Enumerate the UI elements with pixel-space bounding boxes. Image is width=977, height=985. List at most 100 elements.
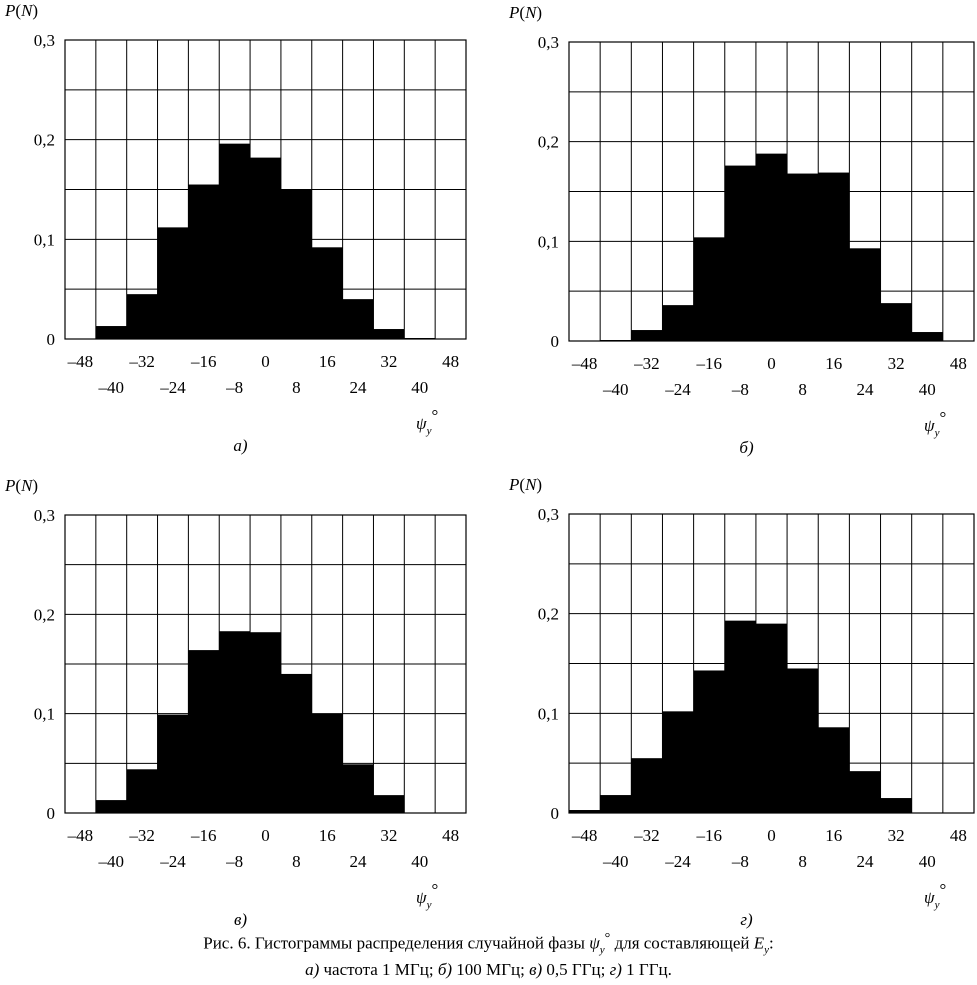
histogram-bar <box>126 294 158 339</box>
x-axis-label: ψy° <box>924 880 946 911</box>
y-tick-label: 0,2 <box>34 131 55 150</box>
plot-frame <box>568 513 975 814</box>
caption-text-c: 0,5 ГГц; <box>542 960 610 979</box>
y-tick-label: 0,2 <box>538 605 559 624</box>
x-tick-label: –16 <box>190 826 217 845</box>
x-tick-label: 0 <box>767 826 776 845</box>
x-tick-label: 0 <box>261 352 270 371</box>
histogram-bar <box>250 157 281 339</box>
x-tick-label: 40 <box>411 378 428 397</box>
figure-caption-line-1: Рис. 6. Гистограммы распределения случай… <box>0 930 977 956</box>
caption-label-d: г) <box>609 960 622 979</box>
histogram-bar <box>373 795 405 813</box>
x-axis-label-psi: ψ <box>416 414 427 433</box>
x-axis-label: ψy° <box>416 880 438 911</box>
x-axis-label-degree: ° <box>431 406 438 425</box>
histogram-bar <box>693 670 725 813</box>
plot-frame <box>64 514 467 814</box>
plot-frame <box>568 41 975 342</box>
x-tick-label: –40 <box>602 380 629 399</box>
y-tick-label: 0,3 <box>34 31 55 50</box>
x-axis-label-sub: y <box>426 899 432 911</box>
x-tick-label: –48 <box>67 352 94 371</box>
y-axis-label-p: P <box>508 3 519 22</box>
x-axis-label: ψy° <box>416 406 438 437</box>
chart-panel-2: 0 0,1 0,2 0,3 P(N) –48 –32 –16 0 16 32 48 –40 –24 –8 8 2… <box>508 3 975 457</box>
caption-degree: ° <box>604 930 611 946</box>
histogram-bar <box>373 329 405 339</box>
x-tick-label: 48 <box>950 826 967 845</box>
histogram-bar <box>280 673 312 813</box>
y-tick-label: 0 <box>551 804 560 823</box>
y-tick-label: 0,2 <box>538 133 559 152</box>
y-axis-label-n: N <box>20 1 34 20</box>
caption-e-symbol: E <box>753 933 765 953</box>
x-tick-label: 48 <box>950 354 967 373</box>
histogram-bar <box>188 650 220 813</box>
figure-caption-line-2: а) частота 1 МГц; б) 100 МГц; в) 0,5 ГГц… <box>0 960 977 980</box>
histogram-bar <box>724 620 756 813</box>
x-tick-label: –24 <box>159 378 186 397</box>
x-axis-label-sub: y <box>934 427 940 439</box>
histogram-bar <box>818 172 850 341</box>
y-axis-label-paren-close: ) <box>536 3 542 22</box>
x-tick-label: 24 <box>856 380 874 399</box>
histogram-bar <box>95 800 127 813</box>
histogram-bar <box>880 798 912 813</box>
x-tick-label: –16 <box>695 354 722 373</box>
histogram-bar <box>911 332 943 341</box>
caption-prefix: Рис. 6. Гистограммы распределения случай… <box>203 933 590 953</box>
caption-label-b: б) <box>437 960 453 979</box>
caption-e-subscript: y <box>764 944 770 957</box>
panel-label: а) <box>233 436 248 455</box>
x-axis-label-sub: y <box>934 899 940 911</box>
x-tick-label: 0 <box>767 354 776 373</box>
histogram-bar <box>631 758 663 813</box>
x-tick-label: 8 <box>798 380 807 399</box>
y-axis-label: P(N) <box>4 1 38 20</box>
x-tick-label: –8 <box>225 378 243 397</box>
x-tick-label: 32 <box>888 354 905 373</box>
x-axis-label-degree: ° <box>939 880 946 899</box>
plot-frame <box>64 39 467 340</box>
chart-panel-3: 0 0,1 0,2 0,3 P(N) –48 –32 –16 0 16 32 48 –40 –24 –8 8 2… <box>4 476 467 929</box>
y-tick-label: 0,1 <box>34 230 55 249</box>
panel-label: г) <box>740 910 753 929</box>
histogram-bar <box>188 184 220 339</box>
x-tick-label: 24 <box>856 852 874 871</box>
y-axis-label: P(N) <box>508 3 542 22</box>
y-axis-label-paren-open: ( <box>519 475 525 494</box>
histogram-bar <box>724 165 756 341</box>
y-axis-label: P(N) <box>508 475 542 494</box>
x-tick-label: –40 <box>98 378 125 397</box>
histogram-bar <box>311 713 343 813</box>
x-tick-label: 8 <box>292 378 301 397</box>
x-tick-label: 40 <box>919 380 936 399</box>
caption-middle: для составляющей <box>610 933 754 953</box>
y-axis-label-p: P <box>4 476 15 495</box>
caption-label-c: в) <box>529 960 543 979</box>
x-tick-label: –32 <box>633 826 660 845</box>
x-tick-label: 32 <box>380 826 397 845</box>
histogram-bar <box>849 248 881 341</box>
histogram-bar <box>818 727 850 813</box>
x-tick-label: 16 <box>825 354 842 373</box>
x-tick-label: 40 <box>411 852 428 871</box>
panel-label: в) <box>234 910 247 929</box>
histogram-bar <box>662 711 694 813</box>
y-axis-label-p: P <box>508 475 519 494</box>
chart-panel-4: 0 0,1 0,2 0,3 P(N) –48 –32 –16 0 16 32 48 –40 –24 –8 8 2… <box>508 475 975 929</box>
caption-label-a: а) <box>305 960 320 979</box>
histogram-bar <box>693 237 725 341</box>
x-tick-label: –24 <box>664 852 691 871</box>
x-tick-label: 40 <box>919 852 936 871</box>
y-axis-label-n: N <box>20 476 34 495</box>
x-tick-label: –8 <box>225 852 243 871</box>
histogram-bar <box>569 810 601 813</box>
histogram-bar <box>219 631 251 813</box>
x-axis-label-psi: ψ <box>924 416 935 435</box>
histogram-bar <box>219 143 251 339</box>
x-tick-label: 24 <box>350 852 368 871</box>
caption-text-b: 100 МГц; <box>452 960 530 979</box>
